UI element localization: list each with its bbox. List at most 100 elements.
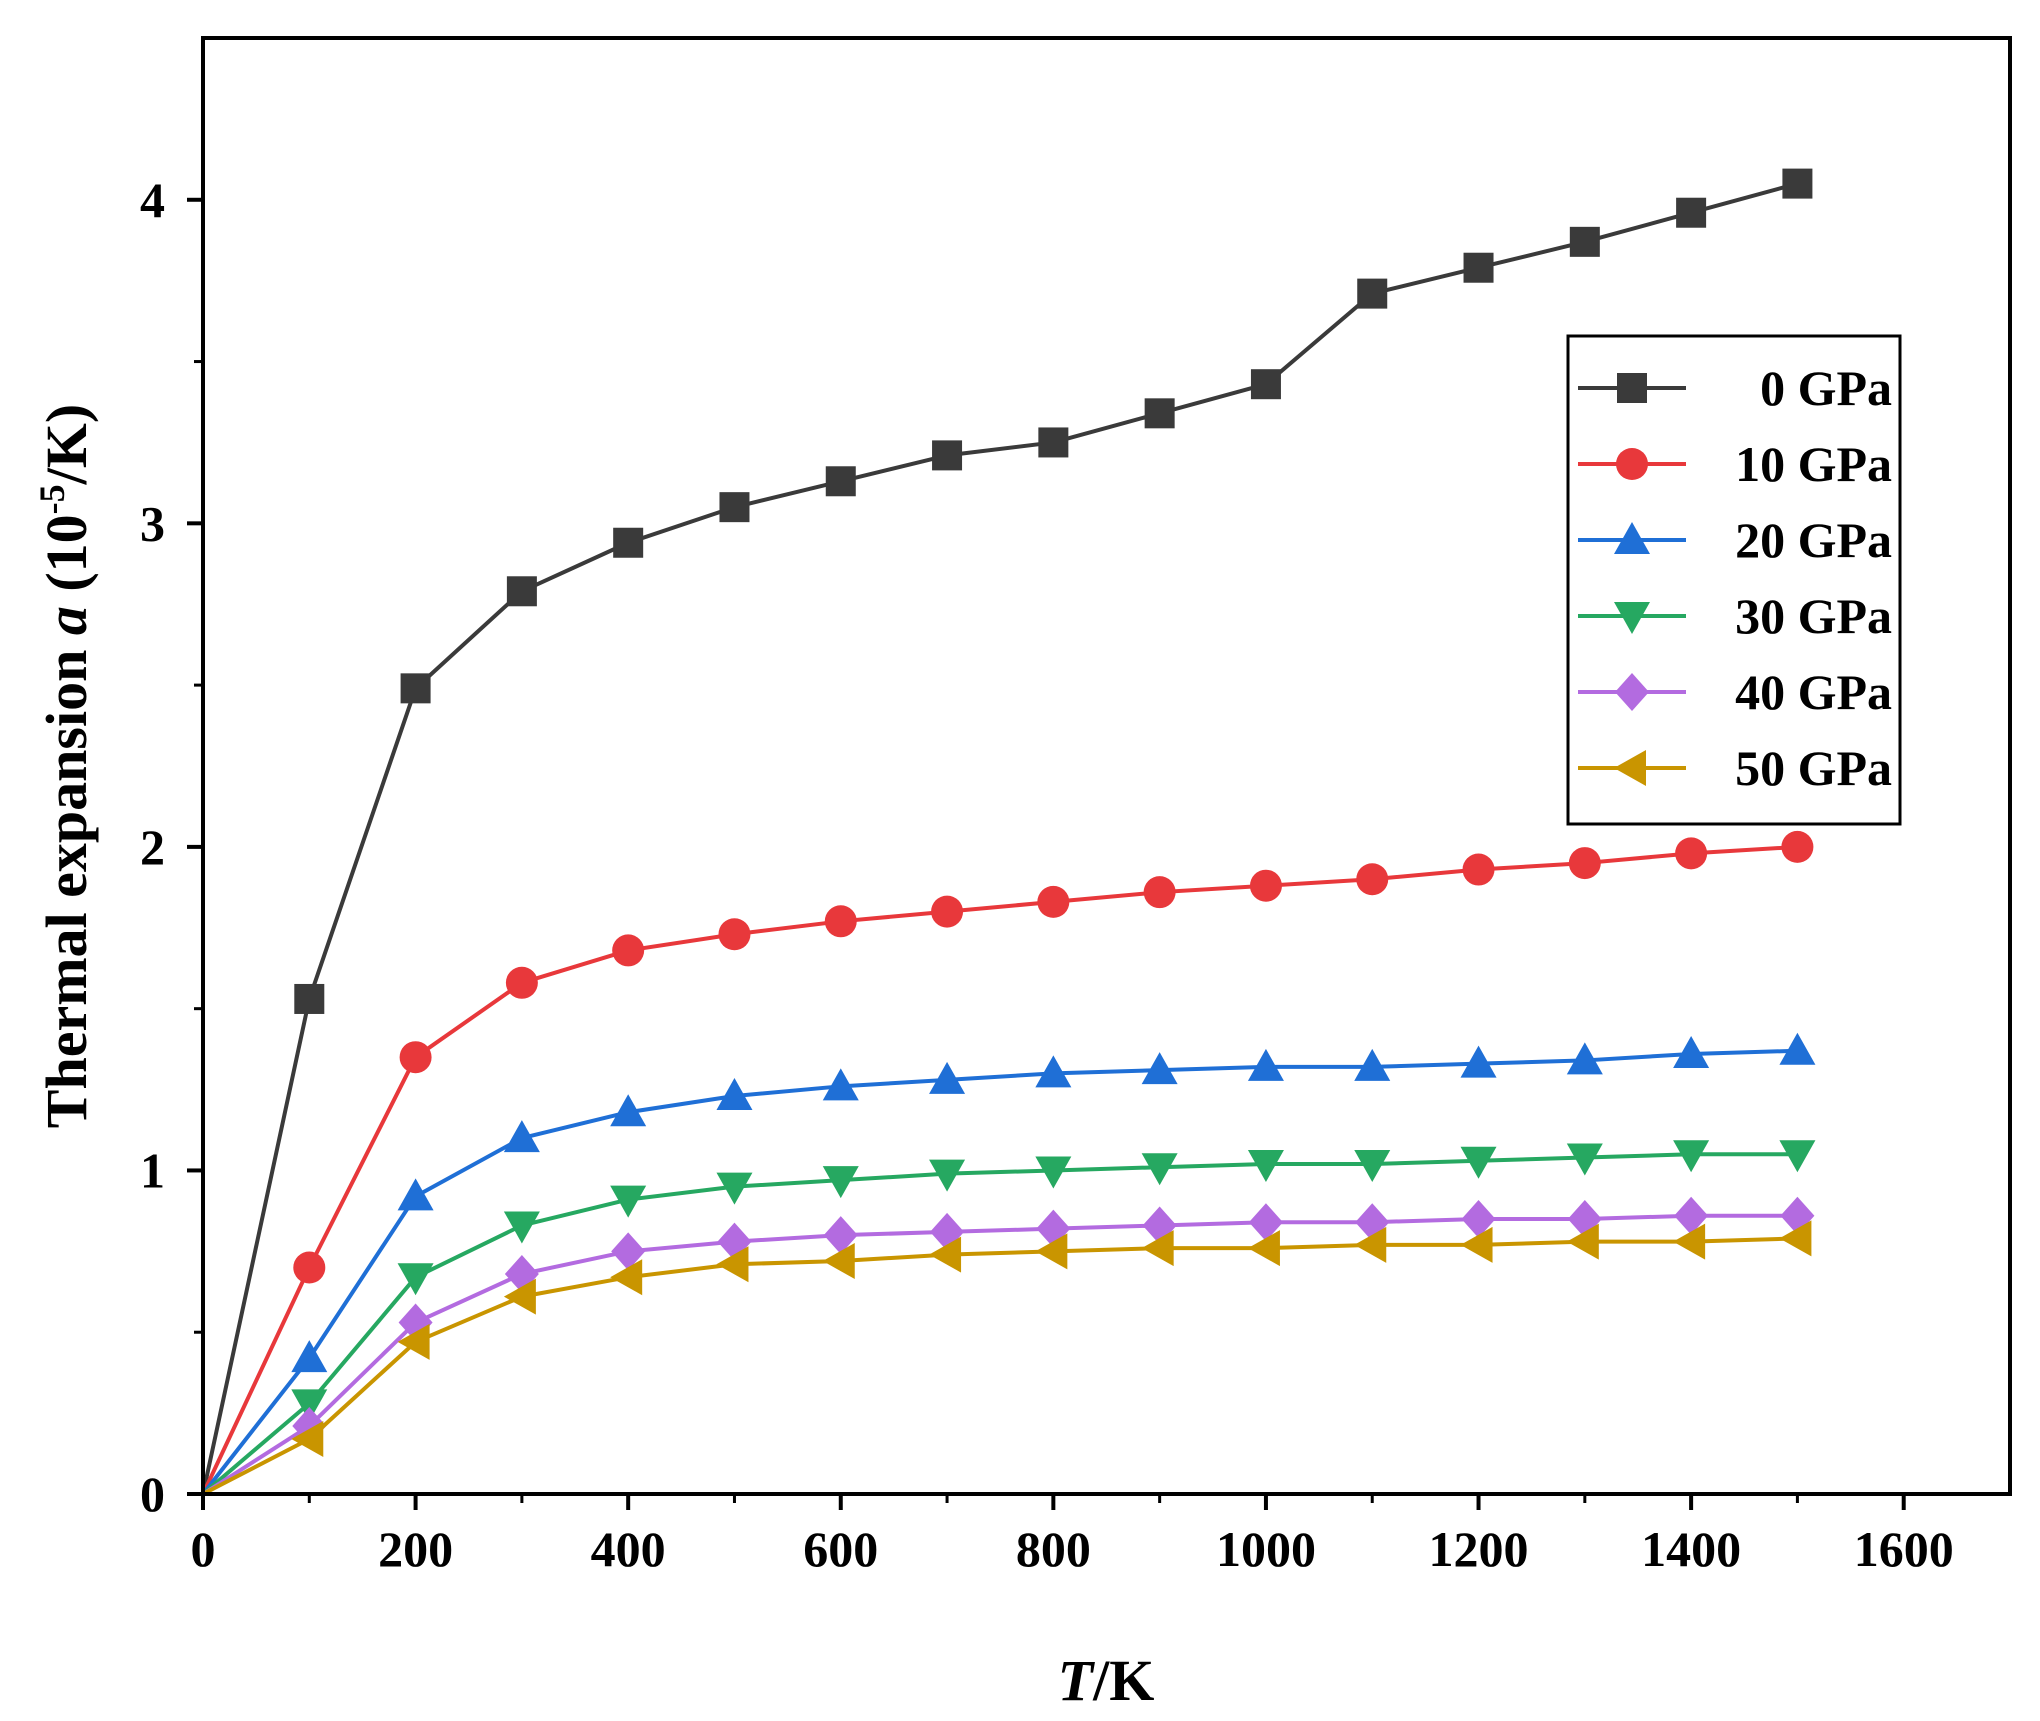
data-point bbox=[1460, 1146, 1497, 1179]
data-point bbox=[291, 1420, 324, 1457]
data-point bbox=[1676, 197, 1707, 228]
legend-marker bbox=[1615, 673, 1649, 711]
data-point bbox=[1568, 847, 1601, 880]
data-point bbox=[1247, 1048, 1284, 1081]
data-point bbox=[932, 440, 963, 471]
x-tick-label: 1400 bbox=[1641, 1521, 1741, 1577]
x-tick-label: 800 bbox=[1016, 1521, 1091, 1577]
series-line bbox=[201, 1048, 1798, 1496]
series-10-gpa bbox=[201, 830, 1814, 1495]
series-0-gpa bbox=[201, 168, 1813, 1495]
series-layer bbox=[201, 168, 1816, 1496]
y-axis-title-prefix: Thermal expansion bbox=[34, 635, 99, 1128]
data-point bbox=[1566, 1143, 1603, 1176]
y-axis-title-unit-end: /K) bbox=[34, 404, 99, 486]
data-point bbox=[1035, 1055, 1072, 1088]
data-point bbox=[1247, 1230, 1280, 1267]
y-tick-label: 1 bbox=[140, 1142, 165, 1198]
data-point bbox=[1569, 226, 1600, 257]
data-point bbox=[610, 1094, 647, 1127]
data-point bbox=[610, 1185, 647, 1218]
data-point bbox=[929, 1061, 966, 1094]
data-point bbox=[716, 1078, 753, 1111]
series-50-gpa bbox=[202, 1220, 1812, 1496]
data-point bbox=[718, 918, 751, 951]
data-point bbox=[1035, 1233, 1068, 1270]
data-point bbox=[503, 1120, 540, 1153]
data-point bbox=[1674, 1196, 1709, 1235]
data-point bbox=[291, 1340, 328, 1373]
legend-entry: 40 GPa bbox=[1578, 664, 1892, 720]
data-point bbox=[1250, 369, 1281, 400]
data-point bbox=[397, 1178, 434, 1211]
data-point bbox=[1143, 876, 1176, 909]
data-point bbox=[1248, 1203, 1283, 1242]
legend-entry: 20 GPa bbox=[1578, 512, 1892, 568]
data-point bbox=[1354, 1149, 1391, 1182]
x-tick-label: 200 bbox=[378, 1521, 453, 1577]
data-point bbox=[1779, 1032, 1816, 1065]
y-axis-title: Thermal expansion a (10-5/K) bbox=[32, 404, 99, 1128]
y-tick-label: 4 bbox=[140, 172, 165, 228]
data-point bbox=[1247, 1149, 1284, 1182]
data-point bbox=[503, 1211, 540, 1244]
legend-marker bbox=[1614, 602, 1650, 634]
data-point bbox=[1675, 837, 1708, 870]
data-point bbox=[291, 1389, 328, 1422]
data-point bbox=[822, 1243, 855, 1280]
y-tick-label: 3 bbox=[140, 495, 165, 551]
legend-entry: 30 GPa bbox=[1578, 588, 1892, 644]
data-point bbox=[929, 1159, 966, 1192]
data-point bbox=[1779, 1220, 1812, 1257]
data-point bbox=[613, 527, 644, 558]
data-point bbox=[505, 966, 538, 999]
legend-marker bbox=[1616, 448, 1648, 480]
data-point bbox=[506, 576, 537, 607]
data-point bbox=[1460, 1226, 1493, 1263]
legend-label: 10 GPa bbox=[1735, 436, 1892, 492]
legend-entry: 0 GPa bbox=[1578, 360, 1892, 416]
series-20-gpa bbox=[201, 1032, 1816, 1496]
data-point bbox=[823, 1216, 858, 1255]
data-point bbox=[825, 466, 856, 497]
x-tick-label: 600 bbox=[803, 1521, 878, 1577]
data-point bbox=[1249, 869, 1282, 902]
data-point bbox=[929, 1236, 962, 1273]
data-point bbox=[610, 1259, 643, 1296]
data-point bbox=[1035, 1156, 1072, 1189]
data-point bbox=[293, 1251, 326, 1284]
legend-entry: 10 GPa bbox=[1578, 436, 1892, 492]
x-tick-label: 0 bbox=[191, 1521, 216, 1577]
x-tick-label: 1200 bbox=[1429, 1521, 1529, 1577]
data-point bbox=[1673, 1223, 1706, 1260]
data-point bbox=[399, 1041, 432, 1074]
data-point bbox=[400, 673, 431, 704]
legend-label: 40 GPa bbox=[1735, 664, 1892, 720]
data-point bbox=[1354, 1226, 1387, 1263]
data-point bbox=[1038, 427, 1069, 458]
series-line bbox=[201, 1213, 1798, 1496]
data-point bbox=[931, 895, 964, 928]
data-point bbox=[1354, 1048, 1391, 1081]
data-point bbox=[612, 934, 645, 967]
data-point bbox=[824, 905, 857, 938]
data-point bbox=[719, 492, 750, 523]
ticks-layer: 0 200 400 600 800 1000 1200 1400 1600 0 1 2 3 4 bbox=[140, 172, 1954, 1577]
series-30-gpa bbox=[201, 1140, 1816, 1496]
data-point bbox=[503, 1278, 536, 1315]
data-point bbox=[716, 1172, 753, 1205]
x-axis-title-unit: /K bbox=[1092, 1648, 1154, 1713]
legend-label: 20 GPa bbox=[1735, 512, 1892, 568]
data-point bbox=[397, 1263, 434, 1296]
data-point bbox=[1141, 1052, 1178, 1085]
data-point bbox=[1461, 1199, 1496, 1238]
data-point bbox=[1781, 830, 1814, 863]
data-point bbox=[822, 1166, 859, 1199]
data-point bbox=[1037, 885, 1070, 918]
x-axis-title: T/K bbox=[1058, 1648, 1155, 1713]
data-point bbox=[1357, 278, 1388, 309]
data-point bbox=[1673, 1035, 1710, 1068]
data-point bbox=[1463, 252, 1494, 283]
data-point bbox=[397, 1323, 430, 1360]
